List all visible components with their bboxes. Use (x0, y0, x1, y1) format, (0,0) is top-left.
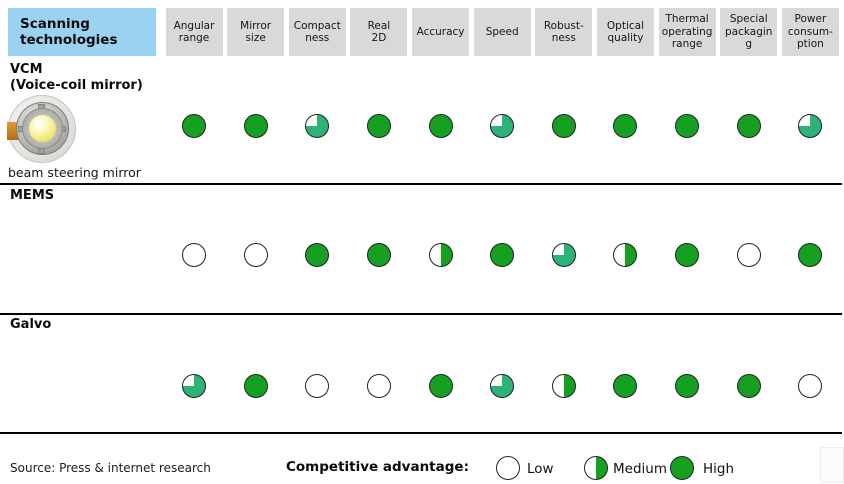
rating-ball (736, 114, 761, 138)
rating-ball (305, 374, 330, 398)
rating-ball (243, 114, 268, 138)
section-divider (0, 432, 842, 434)
legend-medium-icon (584, 456, 608, 480)
rating-ball (366, 114, 391, 138)
matrix-title: Scanning technologies (8, 8, 156, 56)
rating-ball (551, 374, 576, 398)
source-note: Source: Press & internet research (10, 461, 211, 475)
rating-ball (551, 243, 576, 267)
rating-ball (798, 374, 823, 398)
rating-ball (182, 374, 206, 398)
row-label-0: VCM (Voice-coil mirror) (10, 62, 143, 93)
legend-high-label: High (703, 461, 735, 477)
rating-ball (551, 114, 576, 138)
rating-ball (182, 114, 206, 138)
rating-ball (613, 374, 638, 398)
rating-ball (490, 114, 515, 138)
rating-ball (490, 243, 515, 267)
row-label-1: MEMS (10, 188, 55, 203)
rating-ball (490, 374, 515, 398)
column-header-4: Accuracy (412, 8, 470, 56)
watermark-box (820, 447, 844, 483)
rating-ball (613, 243, 638, 267)
rating-ball (798, 114, 823, 138)
legend-high-icon (670, 456, 694, 480)
rating-ball (675, 243, 700, 267)
rating-ball (428, 114, 453, 138)
column-header-1: Mirror size (227, 8, 285, 56)
rating-ball (366, 374, 391, 398)
legend-medium-label: Medium (613, 461, 667, 477)
rating-ball (182, 243, 206, 267)
rating-ball (736, 374, 761, 398)
column-header-8: Thermal operating range (658, 8, 716, 56)
rating-ball (305, 243, 330, 267)
rating-ball (798, 243, 823, 267)
vcm-product-photo (7, 95, 76, 163)
column-header-0: Angular range (165, 8, 223, 56)
column-header-6: Robust- ness (535, 8, 593, 56)
rating-ball (305, 114, 330, 138)
rating-ball (736, 243, 761, 267)
section-divider (0, 183, 842, 185)
column-header-3: Real 2D (350, 8, 408, 56)
column-header-5: Speed (473, 8, 531, 56)
mirror-icon (27, 113, 58, 144)
rating-ball (428, 374, 453, 398)
column-header-9: Special packagin g (720, 8, 778, 56)
legend-low-icon (496, 456, 520, 480)
legend-low-label: Low (527, 461, 554, 477)
rating-ball (675, 114, 700, 138)
row-label-2: Galvo (10, 317, 52, 332)
legend-title: Competitive advantage: (286, 459, 469, 475)
column-header-10: Power consum- ption (781, 8, 839, 56)
rating-ball (675, 374, 700, 398)
section-divider (0, 313, 842, 315)
rating-ball (243, 374, 268, 398)
rating-ball (366, 243, 391, 267)
rating-ball (613, 114, 638, 138)
rating-ball (243, 243, 268, 267)
rating-ball (428, 243, 453, 267)
column-header-7: Optical quality (596, 8, 654, 56)
photo-caption: beam steering mirror (8, 165, 141, 180)
column-header-2: Compact ness (288, 8, 346, 56)
